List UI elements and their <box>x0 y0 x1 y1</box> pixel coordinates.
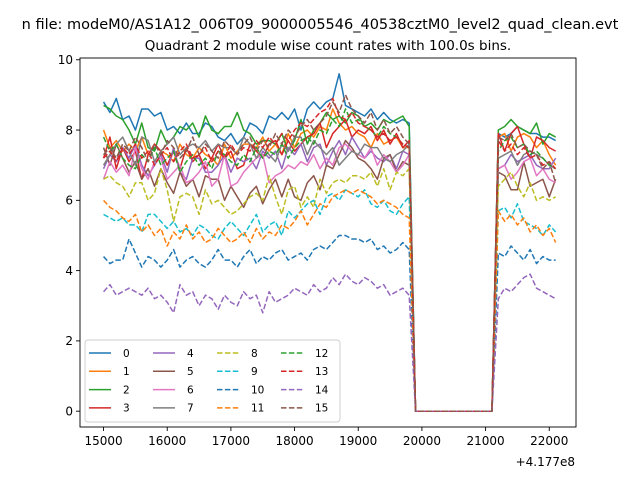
legend-label-8: 8 <box>251 348 258 360</box>
chart-title: Quadrant 2 module wise count rates with … <box>145 38 511 54</box>
series-line-14 <box>103 273 556 412</box>
x-tick-label: 16000 <box>148 434 186 448</box>
x-axis: 15000 16000 17000 18000 19000 20000 21000 22000 <box>84 427 568 448</box>
figure-suptitle: n file: modeM0/AS1A12_006T09_9000005546_… <box>22 17 619 33</box>
legend-label-12: 12 <box>315 348 328 360</box>
series-line-15 <box>103 94 557 412</box>
legend-label-5: 5 <box>187 366 194 378</box>
y-tick-label: 6 <box>65 194 73 208</box>
legend-frame <box>84 339 341 423</box>
y-tick-label: 2 <box>65 334 73 348</box>
legend-label-10: 10 <box>251 384 264 396</box>
legend-label-6: 6 <box>187 384 194 396</box>
legend-label-11: 11 <box>251 403 264 415</box>
y-tick-label: 0 <box>65 404 73 418</box>
legend-label-14: 14 <box>315 384 329 396</box>
x-offset-label: +4.177e8 <box>516 455 575 469</box>
x-tick-label: 21000 <box>466 434 504 448</box>
x-tick-label: 20000 <box>403 434 441 448</box>
y-tick-label: 4 <box>65 264 73 278</box>
x-tick-label: 15000 <box>84 434 122 448</box>
y-tick-label: 8 <box>65 123 73 137</box>
legend-label-3: 3 <box>123 403 130 415</box>
legend-label-4: 4 <box>187 348 194 360</box>
x-tick-label: 22000 <box>530 434 568 448</box>
x-tick-label: 17000 <box>212 434 250 448</box>
legend-label-9: 9 <box>251 366 258 378</box>
plot-frame <box>79 57 577 428</box>
x-tick-label: 18000 <box>275 434 313 448</box>
legend-label-7: 7 <box>187 403 194 415</box>
legend-label-2: 2 <box>123 384 130 396</box>
y-tick-label: 10 <box>58 53 73 67</box>
y-axis: 0 2 4 6 8 10 <box>58 53 80 418</box>
series-layer <box>102 73 557 412</box>
legend-label-15: 15 <box>315 403 328 415</box>
legend-label-1: 1 <box>123 366 130 378</box>
legend-label-13: 13 <box>315 366 328 378</box>
legend-label-0: 0 <box>123 348 130 360</box>
x-tick-label: 19000 <box>339 434 377 448</box>
